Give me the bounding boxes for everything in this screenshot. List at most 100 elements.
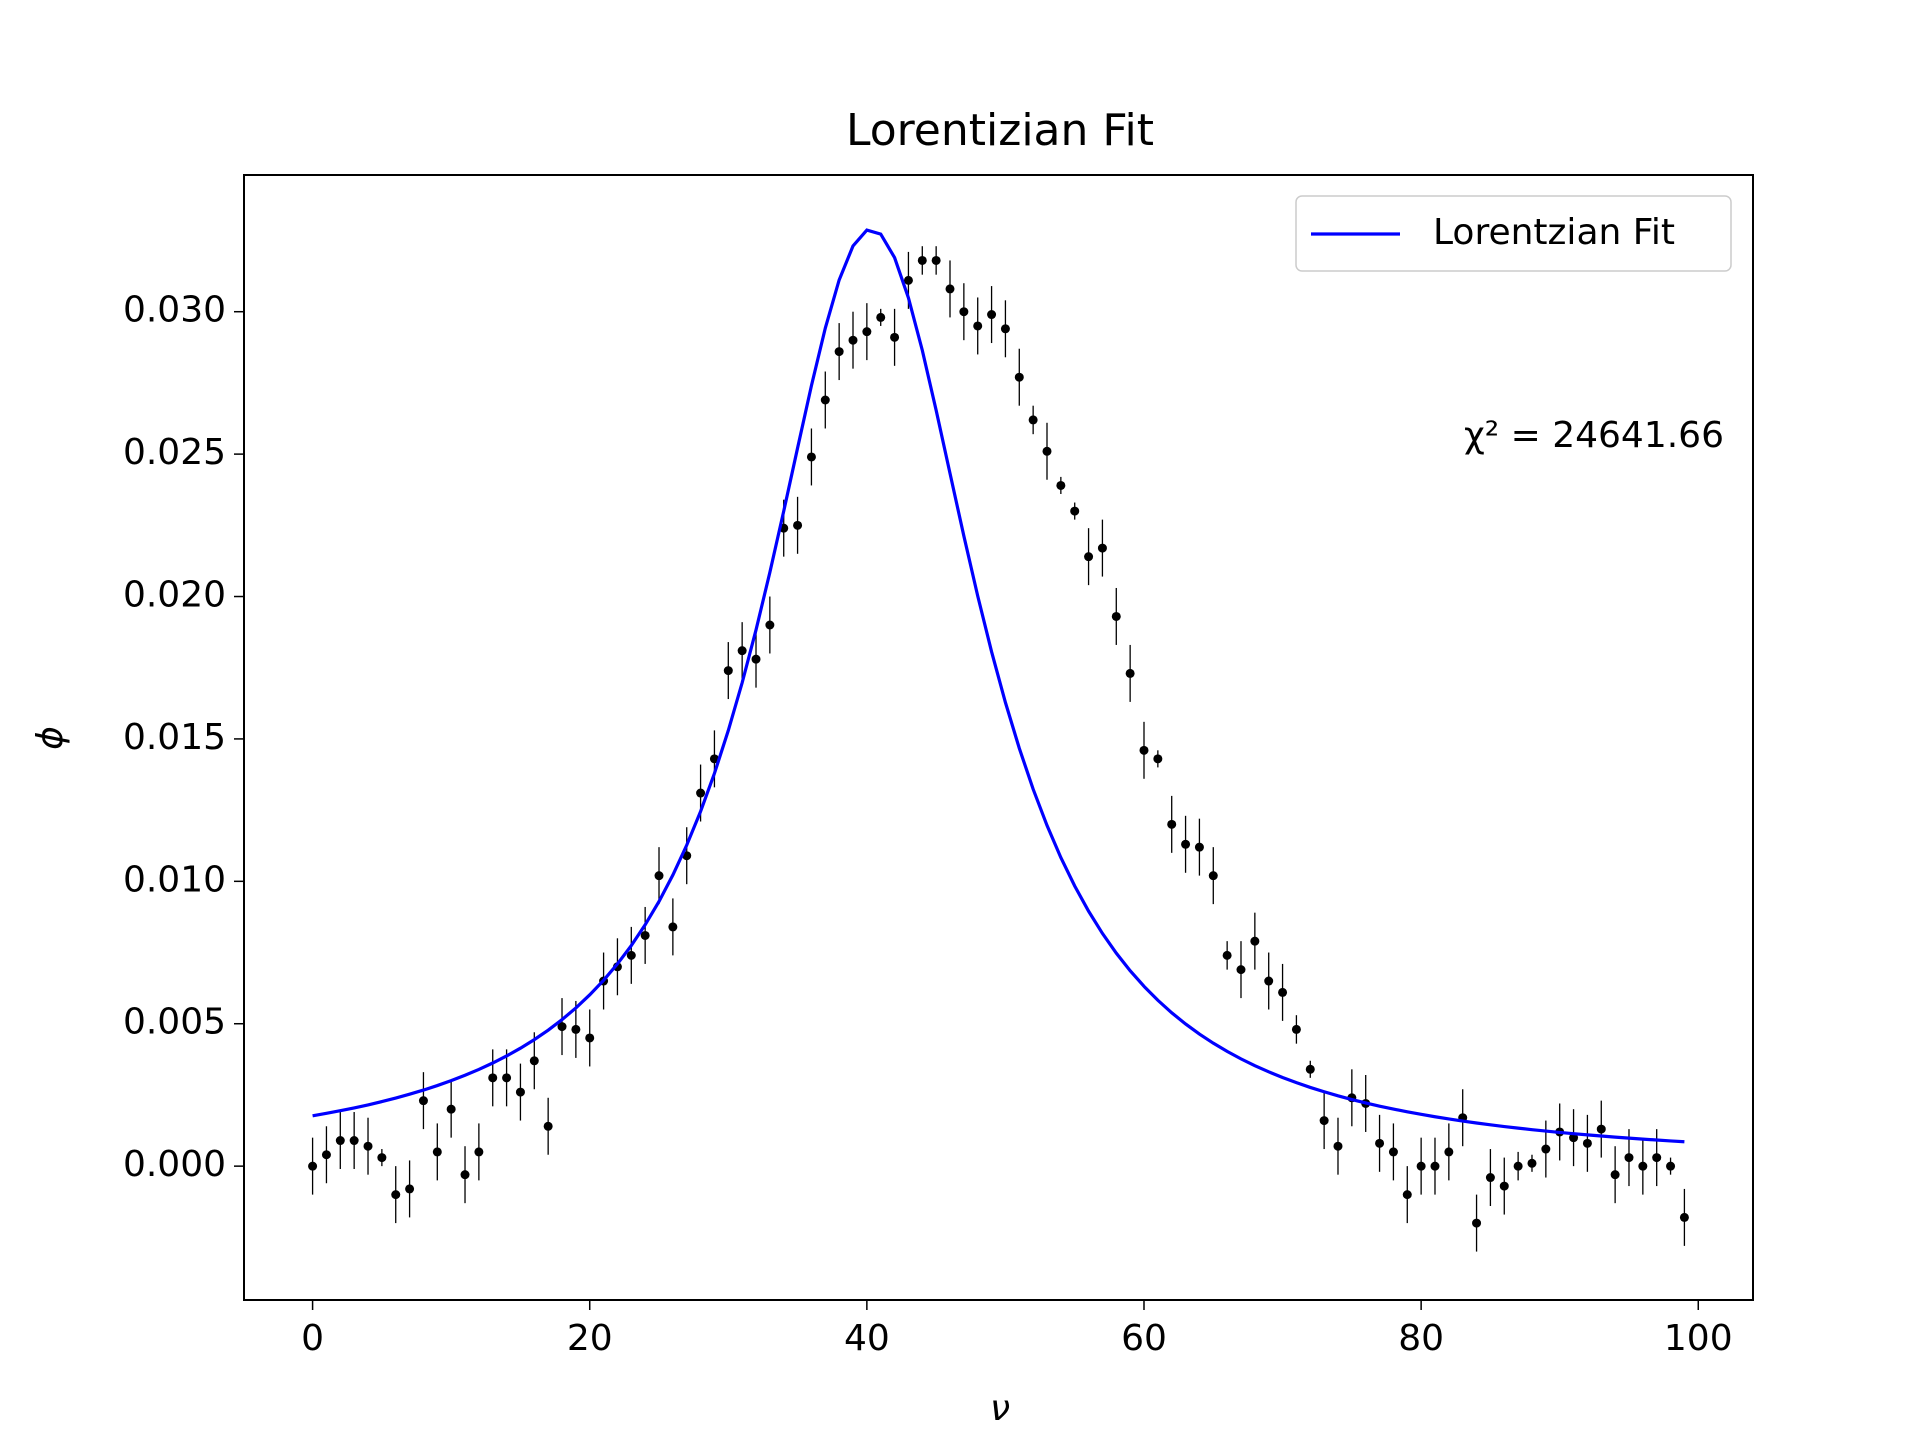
data-point xyxy=(959,307,969,317)
data-point xyxy=(1472,1218,1482,1228)
data-point xyxy=(557,1022,567,1032)
x-tick-label: 20 xyxy=(567,1318,613,1359)
data-point xyxy=(1264,976,1274,986)
data-point xyxy=(696,788,706,798)
data-point xyxy=(1305,1064,1315,1074)
data-point xyxy=(820,395,830,405)
data-point xyxy=(1181,839,1191,849)
x-tick-label: 0 xyxy=(301,1318,324,1359)
data-point xyxy=(1444,1147,1454,1157)
data-point xyxy=(1167,819,1177,829)
data-point xyxy=(543,1121,553,1131)
y-tick-label: 0.025 xyxy=(123,432,226,473)
data-point xyxy=(751,654,761,664)
data-point xyxy=(1111,611,1121,621)
data-point xyxy=(834,347,844,357)
data-point xyxy=(737,646,747,656)
data-point xyxy=(1222,950,1232,960)
data-point xyxy=(640,930,650,940)
chart-title: Lorentizian Fit xyxy=(846,105,1154,156)
data-point xyxy=(1097,543,1107,553)
data-point xyxy=(973,321,983,331)
data-point xyxy=(862,327,872,337)
data-point xyxy=(1679,1212,1689,1222)
data-point xyxy=(391,1190,401,1200)
data-point xyxy=(377,1153,387,1163)
data-point xyxy=(1430,1161,1440,1171)
data-point xyxy=(903,275,913,285)
data-point xyxy=(571,1024,581,1034)
data-point xyxy=(1624,1153,1634,1163)
data-point xyxy=(1250,936,1260,946)
x-tick-label: 80 xyxy=(1398,1318,1444,1359)
data-point xyxy=(432,1147,442,1157)
y-tick-label: 0.015 xyxy=(123,717,226,758)
data-point xyxy=(321,1150,331,1160)
data-point xyxy=(626,950,636,960)
data-point xyxy=(876,312,886,322)
data-point xyxy=(1402,1190,1412,1200)
data-point xyxy=(1084,552,1094,562)
data-point xyxy=(488,1073,498,1083)
data-point xyxy=(405,1184,415,1194)
data-point xyxy=(1416,1161,1426,1171)
data-point xyxy=(1499,1181,1509,1191)
data-point xyxy=(1125,668,1135,678)
data-point xyxy=(806,452,816,462)
data-point xyxy=(446,1104,456,1114)
legend-box xyxy=(1295,195,1732,272)
data-point xyxy=(1208,871,1218,881)
y-tick-label: 0.020 xyxy=(123,575,226,616)
data-point xyxy=(1527,1158,1537,1168)
data-point xyxy=(723,666,733,676)
data-point xyxy=(1042,446,1052,456)
x-tick-label: 40 xyxy=(844,1318,890,1359)
data-point xyxy=(848,335,858,345)
data-point xyxy=(945,284,955,294)
plot-frame xyxy=(243,174,1754,1301)
data-point xyxy=(765,620,775,630)
data-point xyxy=(917,255,927,265)
data-point xyxy=(1070,506,1080,516)
fit-line xyxy=(312,228,1685,1144)
data-point xyxy=(585,1033,595,1043)
y-tick-label: 0.030 xyxy=(123,290,226,331)
y-axis-label: ϕ xyxy=(30,726,71,750)
data-point xyxy=(709,754,719,764)
data-point xyxy=(987,310,997,320)
data-point xyxy=(1319,1116,1329,1126)
data-point xyxy=(515,1087,525,1097)
data-point xyxy=(1485,1173,1495,1183)
y-tick-label: 0.000 xyxy=(123,1144,226,1185)
data-point xyxy=(1596,1124,1606,1134)
data-point xyxy=(418,1096,428,1106)
data-point xyxy=(349,1136,359,1146)
x-axis-label: ν xyxy=(990,1388,1010,1429)
x-tick-label: 60 xyxy=(1121,1318,1167,1359)
data-point xyxy=(1139,745,1149,755)
data-point xyxy=(308,1161,318,1171)
data-point xyxy=(793,520,803,530)
data-point xyxy=(931,255,941,265)
data-point xyxy=(1056,480,1066,490)
data-point xyxy=(460,1170,470,1180)
data-point xyxy=(1014,372,1024,382)
data-point xyxy=(363,1141,373,1151)
data-point xyxy=(1000,324,1010,334)
data-point xyxy=(502,1073,512,1083)
data-point xyxy=(529,1056,539,1066)
y-tick-label: 0.010 xyxy=(123,859,226,900)
data-point xyxy=(1666,1161,1676,1171)
data-point xyxy=(1610,1170,1620,1180)
data-point xyxy=(1652,1153,1662,1163)
data-point xyxy=(654,871,664,881)
x-tick-label: 100 xyxy=(1664,1318,1733,1359)
data-point xyxy=(1153,754,1163,764)
data-point xyxy=(1375,1138,1385,1148)
data-point xyxy=(1278,987,1288,997)
data-point xyxy=(335,1136,345,1146)
data-point xyxy=(1194,842,1204,852)
data-point xyxy=(474,1147,484,1157)
data-point xyxy=(1236,965,1246,975)
